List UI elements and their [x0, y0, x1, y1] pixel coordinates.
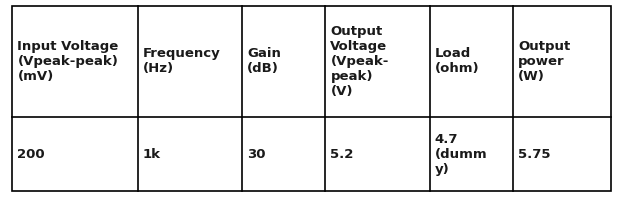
- Text: 1k: 1k: [143, 148, 161, 161]
- Text: Load
(ohm): Load (ohm): [435, 47, 479, 75]
- Text: Output
power
(W): Output power (W): [518, 40, 571, 83]
- Text: Frequency
(Hz): Frequency (Hz): [143, 47, 221, 75]
- Text: 5.75: 5.75: [518, 148, 551, 161]
- Text: 30: 30: [247, 148, 265, 161]
- Text: 200: 200: [17, 148, 45, 161]
- Text: Gain
(dB): Gain (dB): [247, 47, 281, 75]
- Text: Output
Voltage
(Vpeak-
peak)
(V): Output Voltage (Vpeak- peak) (V): [330, 25, 389, 98]
- Text: Input Voltage
(Vpeak-peak)
(mV): Input Voltage (Vpeak-peak) (mV): [17, 40, 119, 83]
- Text: 4.7
(dumm
y): 4.7 (dumm y): [435, 133, 487, 176]
- Text: 5.2: 5.2: [330, 148, 354, 161]
